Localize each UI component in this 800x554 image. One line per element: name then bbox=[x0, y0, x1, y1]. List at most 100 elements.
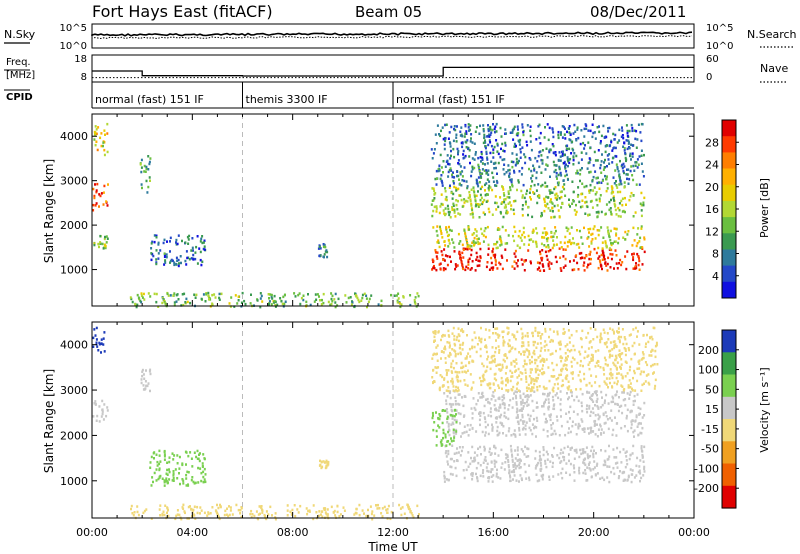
data-cell bbox=[461, 145, 464, 149]
data-cell bbox=[173, 261, 176, 264]
data-cell bbox=[640, 476, 643, 480]
data-cell bbox=[216, 512, 219, 515]
data-cell bbox=[629, 333, 632, 336]
data-cell bbox=[572, 410, 575, 413]
data-cell bbox=[515, 262, 518, 265]
data-cell bbox=[597, 349, 600, 352]
data-cell bbox=[627, 139, 630, 142]
data-cell bbox=[613, 381, 616, 385]
data-cell bbox=[594, 350, 597, 353]
data-cell bbox=[510, 347, 513, 350]
data-cell bbox=[322, 292, 325, 296]
data-cell bbox=[440, 129, 442, 133]
data-cell bbox=[487, 124, 489, 127]
data-cell bbox=[461, 348, 464, 351]
nave-tick-top: 60 bbox=[706, 54, 719, 65]
data-cell bbox=[157, 241, 160, 245]
data-cell bbox=[473, 457, 476, 460]
data-cell bbox=[609, 416, 612, 420]
data-cell bbox=[92, 209, 95, 212]
data-cell bbox=[521, 123, 524, 126]
data-cell bbox=[449, 184, 451, 187]
data-cell bbox=[518, 409, 521, 412]
data-cell bbox=[539, 269, 542, 272]
data-cell bbox=[459, 130, 462, 133]
data-cell bbox=[149, 389, 151, 393]
data-cell bbox=[496, 425, 499, 429]
data-cell bbox=[200, 479, 203, 483]
data-cell bbox=[544, 126, 546, 129]
data-cell bbox=[445, 123, 448, 126]
data-cell bbox=[189, 451, 192, 454]
data-cell bbox=[182, 479, 185, 482]
data-cell bbox=[651, 338, 654, 341]
data-cell bbox=[600, 433, 603, 436]
data-cell bbox=[566, 420, 569, 424]
data-cell bbox=[551, 361, 554, 365]
data-cell bbox=[536, 388, 539, 392]
data-cell bbox=[647, 381, 650, 385]
data-cell bbox=[523, 350, 526, 354]
data-cell bbox=[439, 374, 442, 377]
colorbar-swatch bbox=[722, 441, 736, 465]
data-cell bbox=[581, 182, 584, 185]
data-cell bbox=[603, 422, 606, 425]
data-cell bbox=[200, 509, 203, 512]
data-cell bbox=[184, 301, 187, 304]
data-cell bbox=[563, 241, 566, 245]
data-cell bbox=[629, 154, 632, 158]
data-cell bbox=[547, 263, 550, 266]
data-cell bbox=[643, 465, 646, 469]
data-cell bbox=[488, 180, 491, 183]
data-cell bbox=[611, 433, 614, 437]
data-cell bbox=[602, 368, 605, 372]
data-cell bbox=[294, 295, 297, 298]
data-cell bbox=[466, 242, 469, 245]
data-cell bbox=[562, 327, 565, 331]
data-cell bbox=[163, 238, 166, 242]
data-cell bbox=[166, 511, 168, 515]
data-cell bbox=[539, 337, 542, 340]
data-cell bbox=[616, 267, 619, 270]
data-cell bbox=[555, 260, 558, 264]
data-cell bbox=[581, 242, 584, 245]
data-cell bbox=[465, 238, 468, 242]
data-cell bbox=[502, 168, 505, 171]
data-cell bbox=[361, 296, 364, 300]
data-cell bbox=[451, 197, 454, 200]
data-cell bbox=[478, 339, 481, 342]
data-cell bbox=[185, 263, 188, 266]
data-cell bbox=[173, 454, 176, 457]
colorbar-label: -200 bbox=[694, 482, 719, 495]
data-cell bbox=[642, 203, 645, 207]
data-cell bbox=[474, 130, 477, 133]
data-cell bbox=[577, 399, 580, 403]
data-cell bbox=[586, 479, 589, 482]
data-cell bbox=[106, 406, 109, 409]
data-cell bbox=[93, 194, 96, 198]
data-cell bbox=[294, 514, 297, 518]
data-cell bbox=[528, 157, 531, 160]
colorbar-label: -15 bbox=[701, 423, 719, 436]
data-cell bbox=[629, 390, 632, 394]
data-cell bbox=[616, 461, 619, 465]
data-cell bbox=[414, 302, 417, 305]
data-cell bbox=[462, 267, 465, 271]
data-cell bbox=[642, 334, 645, 337]
data-cell bbox=[641, 416, 644, 419]
data-cell bbox=[199, 467, 202, 470]
data-cell bbox=[627, 168, 630, 171]
data-cell bbox=[537, 154, 540, 158]
data-cell bbox=[580, 345, 583, 349]
data-cell bbox=[487, 173, 490, 176]
data-cell bbox=[606, 269, 609, 272]
data-cell bbox=[505, 206, 507, 209]
data-cell bbox=[185, 250, 188, 253]
data-cell bbox=[564, 167, 567, 170]
data-cell bbox=[561, 356, 564, 360]
data-cell bbox=[526, 124, 529, 127]
data-cell bbox=[573, 471, 576, 474]
data-cell bbox=[92, 415, 95, 418]
data-cell bbox=[609, 266, 612, 269]
data-cell bbox=[552, 461, 554, 465]
